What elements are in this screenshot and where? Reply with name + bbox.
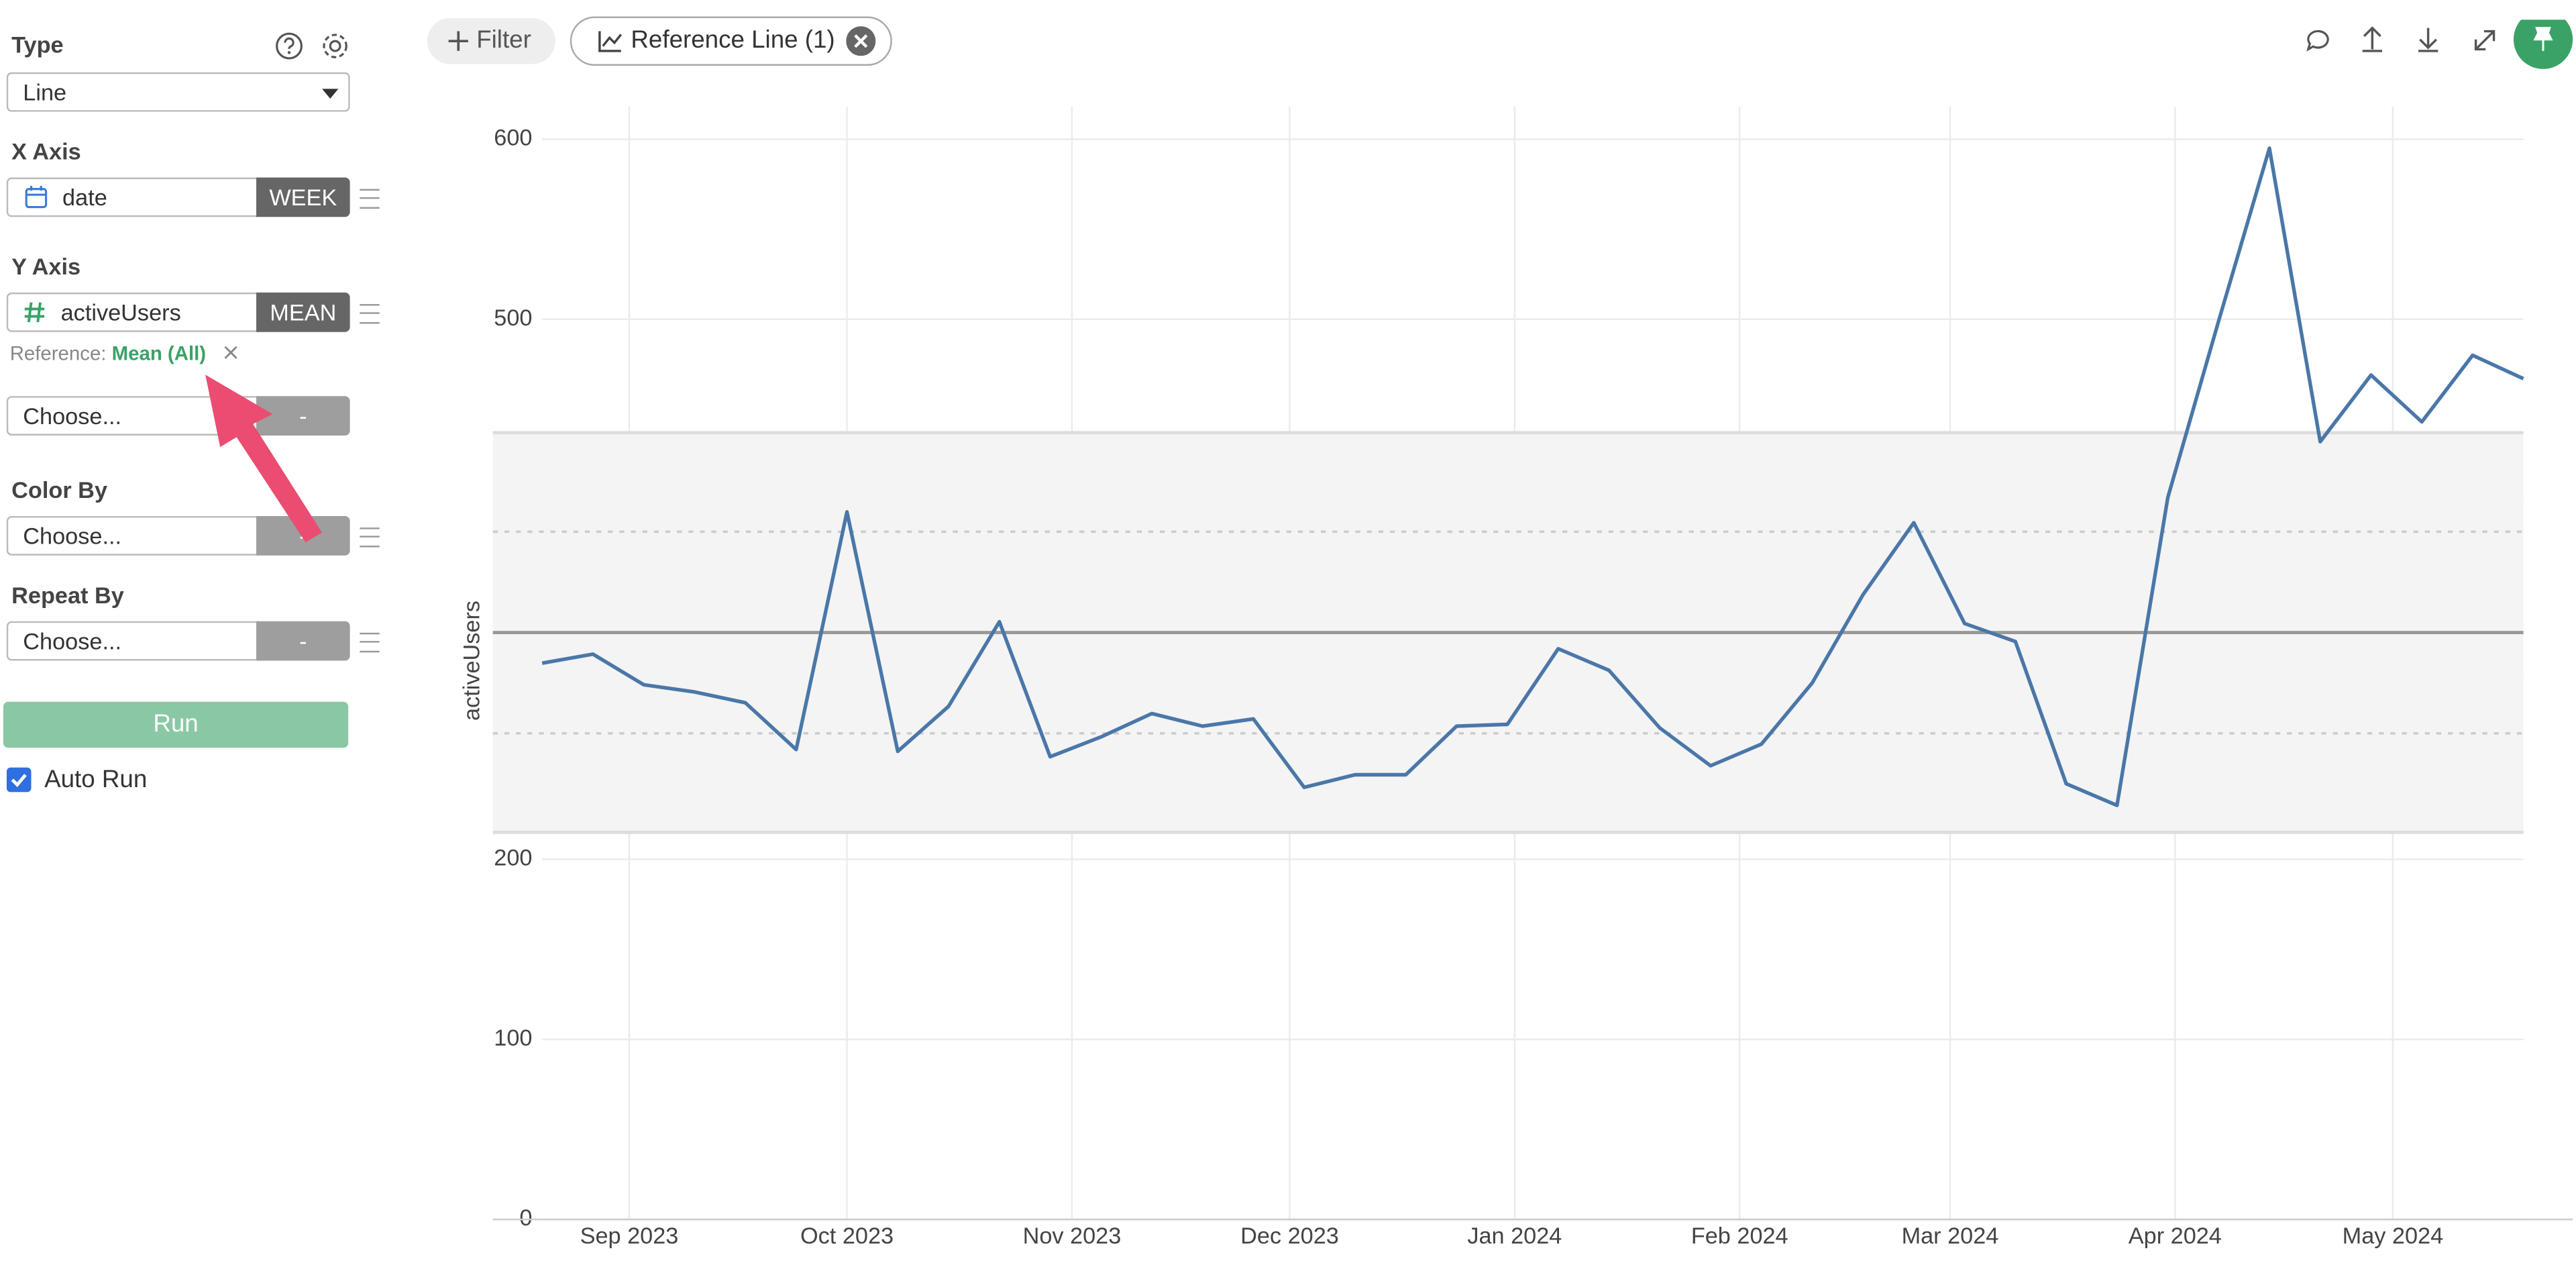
x-tick-label: Sep 2023	[580, 1223, 679, 1249]
reference-line-text: Reference Line (1)	[631, 26, 835, 54]
reference-prefix: Reference:	[9, 342, 107, 365]
menu-icon[interactable]	[360, 632, 380, 653]
y-tick-label: 100	[494, 1025, 532, 1051]
y-tick-label: 600	[494, 125, 532, 151]
hash-icon	[24, 302, 45, 323]
y-field[interactable]: activeUsers	[6, 292, 258, 332]
y-field-text: activeUsers	[60, 299, 181, 325]
chart: activeUsers 0100200300400500600Sep 2023O…	[459, 107, 2573, 1249]
filter-button[interactable]: Filter	[427, 17, 555, 64]
x-tick-label: Dec 2023	[1240, 1223, 1339, 1249]
caret	[322, 89, 339, 99]
x-field-text: date	[62, 184, 107, 211]
repeat-by-placeholder: Choose...	[23, 627, 122, 654]
x-tick-label: Feb 2024	[1691, 1223, 1788, 1249]
run-button[interactable]: Run	[3, 701, 349, 748]
menu-icon[interactable]	[360, 189, 380, 209]
reference-note: Reference: Mean (All)	[10, 342, 206, 364]
x-tick-label: Mar 2024	[1902, 1223, 1999, 1249]
auto-run-checkbox[interactable]	[6, 767, 32, 793]
type-label: Type	[11, 31, 64, 58]
type-icons[interactable]	[274, 32, 354, 61]
y-agg[interactable]: MEAN	[256, 292, 350, 332]
remove-reference[interactable]	[223, 345, 238, 360]
x-agg[interactable]: WEEK	[256, 177, 350, 217]
color-by-label: Color By	[11, 476, 108, 503]
x-tick-label: Oct 2023	[800, 1223, 894, 1249]
toolbar-icons[interactable]	[2300, 19, 2576, 69]
filter-text: Filter	[476, 26, 531, 54]
y-tick-label: 500	[494, 305, 532, 331]
repeat-by-label: Repeat By	[11, 581, 124, 609]
color-by-field[interactable]: Choose...	[6, 515, 258, 556]
x-tick-label: May 2024	[2343, 1223, 2443, 1249]
color-by-placeholder: Choose...	[23, 522, 122, 549]
reference-line-chip[interactable]: Reference Line (1)	[570, 16, 892, 66]
data-line	[541, 146, 2524, 807]
y2-agg[interactable]: -	[256, 396, 350, 436]
x-tick-label: Nov 2023	[1023, 1223, 1122, 1249]
x-tick-label: Jan 2024	[1467, 1223, 1562, 1249]
calendar-icon	[25, 185, 48, 209]
color-by-agg[interactable]: -	[256, 515, 350, 556]
x-tick-label: Apr 2024	[2129, 1223, 2222, 1249]
auto-run-label: Auto Run	[44, 766, 148, 794]
repeat-by-field[interactable]: Choose...	[6, 621, 258, 661]
close-chip[interactable]	[846, 26, 876, 56]
x-axis-label: X Axis	[11, 138, 81, 164]
menu-icon[interactable]	[360, 527, 380, 548]
y2-field[interactable]: Choose...	[6, 396, 258, 436]
plus-icon	[448, 31, 468, 51]
y-tick-label: 200	[494, 846, 532, 871]
y-axis-label: Y Axis	[11, 253, 81, 280]
repeat-by-agg[interactable]: -	[256, 621, 350, 661]
x-field[interactable]: date	[6, 177, 258, 217]
y2-placeholder: Choose...	[23, 403, 122, 429]
y-tick-label: 0	[519, 1205, 532, 1231]
type-value: Line	[23, 79, 67, 105]
type-select[interactable]: Line	[6, 72, 350, 112]
y-axis-title: activeUsers	[459, 601, 484, 721]
reference-value[interactable]: Mean (All)	[111, 342, 207, 365]
menu-icon[interactable]	[360, 304, 380, 324]
chart-icon	[598, 31, 623, 52]
